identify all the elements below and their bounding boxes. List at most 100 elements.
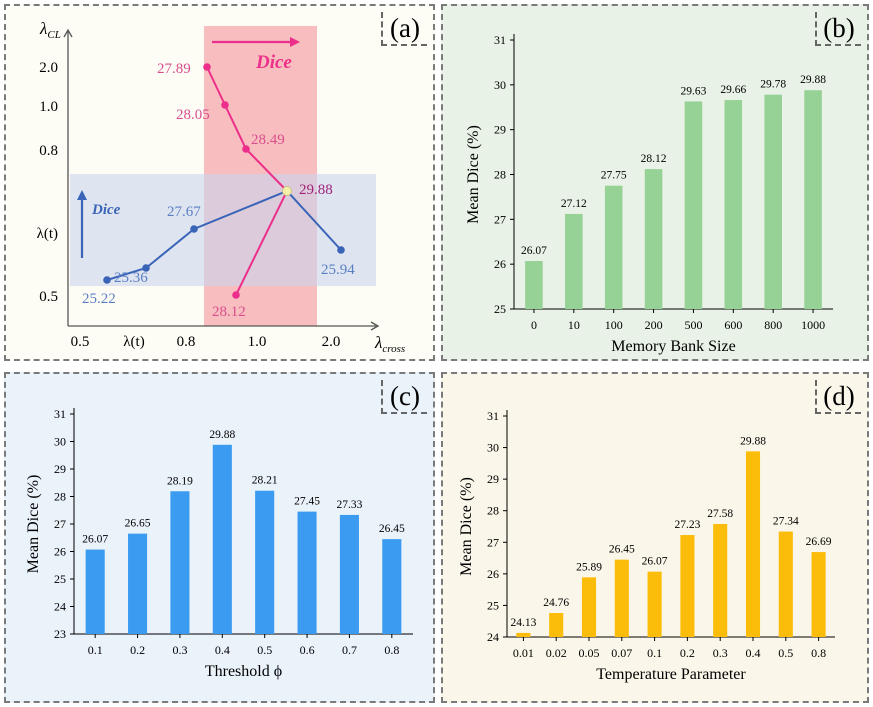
- y-tick-label: λ(t): [37, 226, 58, 242]
- bar: [680, 535, 695, 637]
- bar-value-label: 26.07: [82, 534, 108, 546]
- y-tick-label: 23: [54, 627, 66, 641]
- y-tick-label: 31: [494, 33, 506, 47]
- bar: [565, 213, 583, 309]
- bar-value-label: 29.88: [740, 435, 766, 447]
- panel-b-bar-chart: 25 26 27 28 29 30 31 26.07 0 27.12 10 27.75 100 28.12…: [441, 4, 869, 361]
- point-value-label: 27.89: [157, 61, 191, 77]
- bar: [684, 101, 703, 310]
- bar: [644, 169, 663, 309]
- series-point: [203, 63, 211, 71]
- x-axis-title: Temperature Parameter: [596, 666, 746, 683]
- x-tick-label: 0.6: [300, 643, 315, 657]
- x-tick-label: 0.4: [746, 646, 761, 660]
- x-tick-label: 0.07: [611, 646, 632, 660]
- y-tick-label: 30: [54, 435, 66, 449]
- bar: [170, 491, 190, 634]
- chart-a: λCL λcross 0.5 λ(t) 0.8 1.0 2.0 2.0 1.0 0.8 λ(t) 0.…: [37, 19, 406, 355]
- blue-band: [70, 174, 376, 286]
- bar: [212, 444, 232, 634]
- bar-value-label: 27.34: [773, 516, 799, 528]
- x-axis-title: Memory Bank Size: [611, 338, 735, 355]
- y-tick-label: 29: [494, 123, 506, 137]
- series-point: [190, 225, 198, 233]
- bar-value-label: 25.89: [576, 561, 602, 573]
- x-tick-label: 0.2: [680, 646, 695, 660]
- series-point: [221, 101, 229, 109]
- x-tick-label: 0.2: [130, 643, 145, 657]
- bar-value-label: 29.63: [681, 85, 707, 97]
- bar: [516, 632, 531, 637]
- x-tick-label: 10: [568, 318, 580, 332]
- bar: [778, 531, 793, 637]
- bar-value-label: 27.12: [561, 198, 587, 210]
- point-value-label: 25.36: [114, 270, 148, 286]
- bar-value-label: 29.66: [720, 84, 746, 96]
- y-tick-label: 26: [487, 567, 499, 581]
- x-tick-label: 1000: [801, 318, 825, 332]
- bar-value-label: 24.76: [543, 597, 569, 609]
- x-tick-label: 800: [764, 318, 782, 332]
- series-point: [142, 264, 150, 272]
- y-tick-label: 0.5: [39, 289, 58, 305]
- series-point: [103, 276, 111, 284]
- y-tick-label: 24: [487, 630, 499, 644]
- y-tick-label: 1.0: [39, 99, 58, 115]
- series-point: [337, 246, 345, 254]
- bar: [764, 94, 782, 310]
- y-tick-label: 28: [487, 504, 499, 518]
- x-tick-label: 0.8: [177, 334, 196, 350]
- bar-value-label: 29.88: [209, 429, 235, 441]
- bar: [647, 571, 662, 637]
- bar-value-label: 26.65: [125, 518, 151, 530]
- y-tick-label: 28: [494, 168, 506, 182]
- bar: [604, 185, 623, 309]
- bar-value-label: 28.12: [641, 153, 667, 165]
- bar-value-label: 27.58: [707, 508, 733, 520]
- bar-value-label: 27.45: [294, 496, 320, 508]
- bar-value-label: 26.07: [521, 245, 547, 257]
- y-tick-label: 25: [54, 572, 66, 586]
- y-tick-label: 24: [54, 600, 66, 614]
- dice-arrow-pink-head: [290, 37, 300, 47]
- x-tick-label: 0.4: [215, 643, 230, 657]
- panel-b-tag: (b): [815, 12, 861, 46]
- y-tick-label: 26: [494, 257, 506, 271]
- y-axis-title: λCL: [39, 19, 61, 41]
- x-axis-title: λcross: [374, 333, 405, 355]
- x-tick-label: 0.8: [384, 643, 399, 657]
- y-tick-label: 30: [487, 441, 499, 455]
- x-tick-label: 100: [605, 318, 623, 332]
- bar-value-label: 29.88: [800, 74, 826, 86]
- x-tick-label: 0.3: [172, 643, 187, 657]
- y-axis-title: Mean Dice (%): [465, 125, 482, 224]
- bar: [382, 539, 402, 634]
- bar-value-label: 27.33: [337, 499, 363, 511]
- y-tick-label: 29: [54, 462, 66, 476]
- point-value-label: 29.88: [299, 182, 333, 198]
- bar: [525, 261, 543, 309]
- bar-value-label: 27.75: [601, 170, 627, 182]
- y-tick-label: 26: [54, 545, 66, 559]
- x-tick-label: 600: [724, 318, 742, 332]
- bar: [85, 549, 105, 634]
- panel-c-tag: (c): [381, 380, 427, 414]
- bar: [549, 613, 564, 637]
- y-tick-label: 27: [494, 212, 506, 226]
- bar-value-label: 26.69: [806, 536, 832, 548]
- dice-label-pink: Dice: [255, 52, 292, 73]
- y-tick-label: 2.0: [39, 60, 58, 76]
- bar: [713, 523, 728, 637]
- bar: [811, 552, 826, 637]
- point-value-label: 28.49: [251, 132, 285, 148]
- x-tick-label: λ(t): [123, 334, 144, 350]
- x-tick-label: 2.0: [322, 334, 341, 350]
- bar: [745, 451, 761, 637]
- panel-a-line-chart: λCL λcross 0.5 λ(t) 0.8 1.0 2.0 2.0 1.0 0.8 λ(t) 0.…: [4, 4, 435, 361]
- chart-d: 24 25 26 27 28 29 30 31 24.13 0.01 24.76 0.02 25.89 0…: [458, 409, 835, 683]
- panel-d-tag: (d): [815, 380, 861, 414]
- bar: [339, 514, 359, 634]
- y-tick-label: 0.8: [39, 143, 58, 159]
- y-tick-label: 31: [487, 409, 499, 423]
- y-tick-label: 25: [494, 302, 506, 316]
